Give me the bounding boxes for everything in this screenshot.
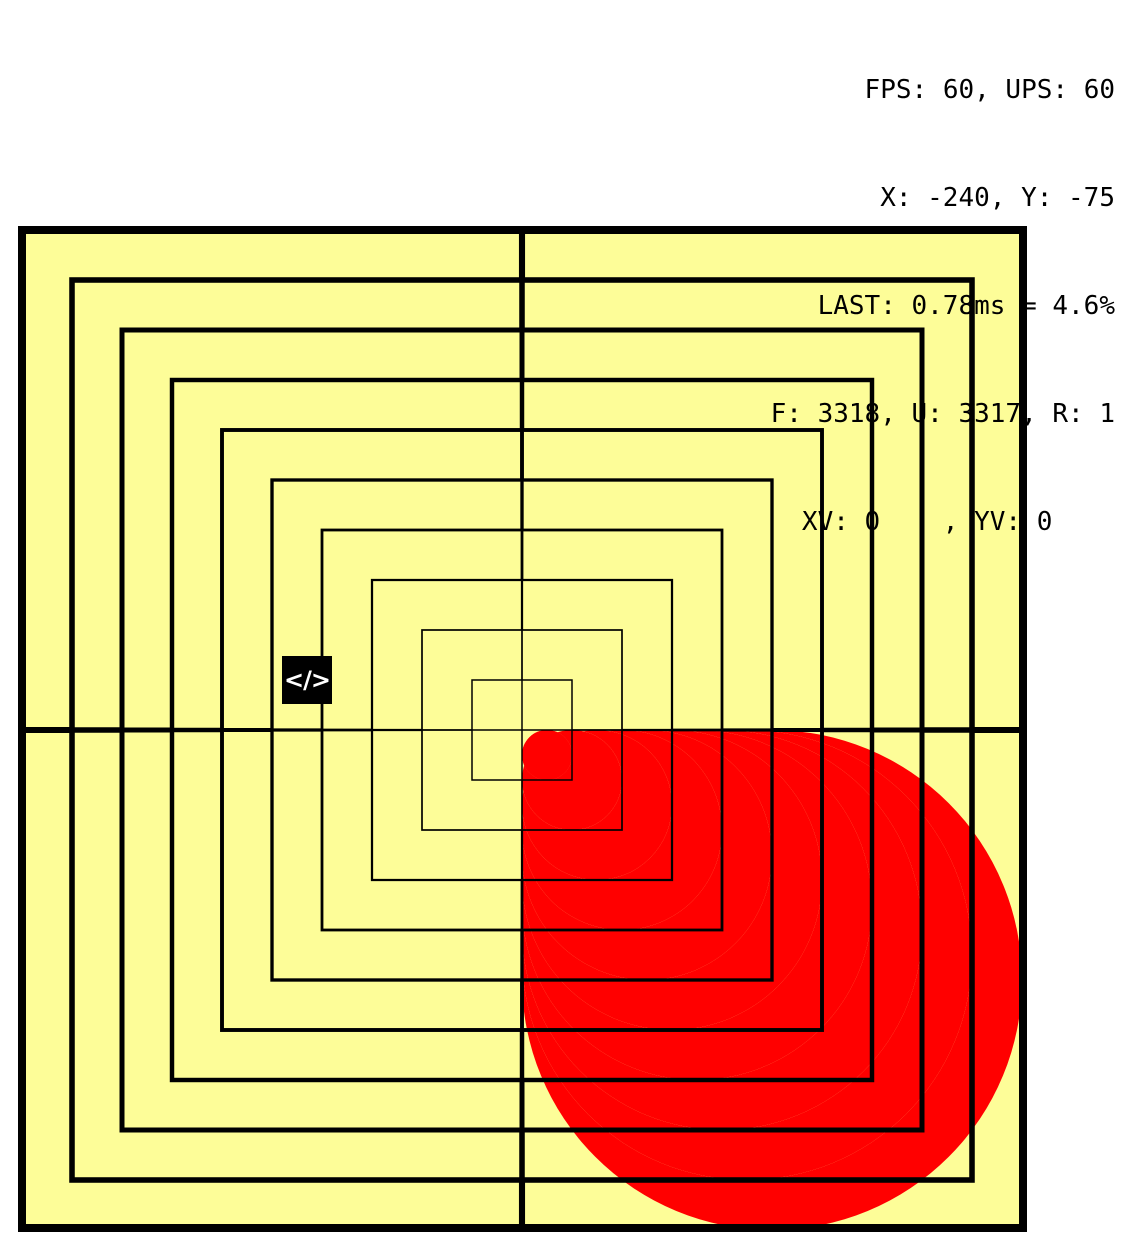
last-frame-readout: LAST: 0.78ms = 4.6% xyxy=(817,291,1115,321)
velocity-readout: XV: 0 , YV: 0 xyxy=(801,507,1115,537)
fps-ups-readout: FPS: 60, UPS: 60 xyxy=(864,75,1115,105)
view-source-button[interactable]: </> xyxy=(282,656,332,704)
frame-counts-readout: F: 3318, U: 3317, R: 1 xyxy=(770,399,1115,429)
position-readout: X: -240, Y: -75 xyxy=(880,183,1115,213)
debug-overlay: FPS: 60, UPS: 60 X: -240, Y: -75 LAST: 0… xyxy=(771,0,1115,576)
concentric-squares xyxy=(18,226,1027,1232)
ball xyxy=(522,730,572,780)
